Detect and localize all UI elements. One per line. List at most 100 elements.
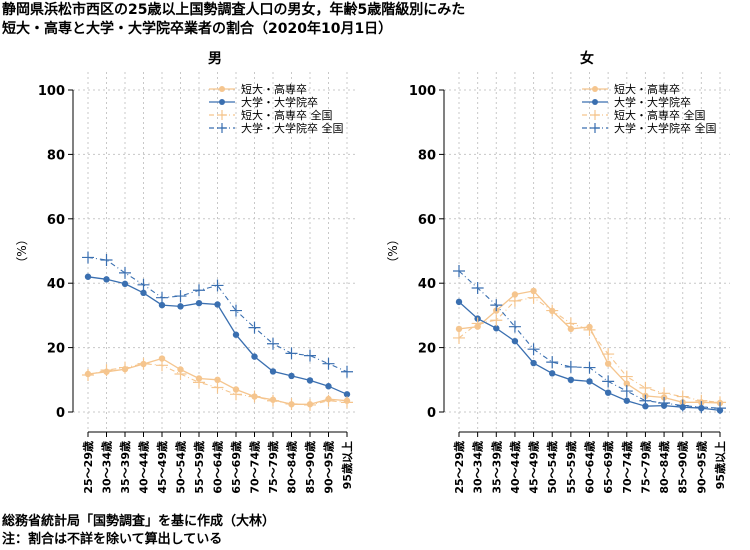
chart-title: 静岡県浜松市西区の25歳以上国勢調査人口の男女，年齢5歳階級別にみた 短大・高専… <box>2 1 465 39</box>
data-point <box>137 278 150 291</box>
source-note: 総務省統計局「国勢調査」を基に作成（大林） <box>2 514 276 529</box>
data-point <box>341 365 353 378</box>
legend-label: 大学・大学院卒 全国 <box>614 121 717 135</box>
data-point <box>620 370 633 383</box>
data-point <box>602 348 615 361</box>
data-point <box>306 377 314 384</box>
data-point <box>322 357 335 370</box>
x-tick-label: 55～59歳 <box>192 441 206 494</box>
data-point <box>156 291 168 304</box>
data-point <box>530 287 537 295</box>
series-4 <box>82 251 353 378</box>
data-point <box>343 391 351 398</box>
x-tick-label: 75～79歳 <box>638 441 652 494</box>
data-point <box>174 290 187 303</box>
data-point <box>174 368 187 381</box>
legend-label: 大学・大学院卒 <box>241 95 318 109</box>
y-tick-label: 80 <box>47 148 65 163</box>
data-point <box>84 273 92 280</box>
data-point <box>267 337 279 350</box>
y-tick-label: 60 <box>47 213 65 228</box>
data-point <box>564 360 577 373</box>
data-point <box>511 337 519 345</box>
data-point <box>490 314 503 327</box>
data-point <box>583 323 596 336</box>
panel-1: 男 0 20 40 60 80 100 （%） 25～29歳 30～34歳 35～39歳 40～44歳… <box>15 51 357 494</box>
data-point <box>453 331 465 344</box>
data-point <box>214 376 221 383</box>
x-tick-label: 40～44歳 <box>508 441 522 494</box>
panel-title: 男 <box>208 51 222 67</box>
data-point <box>527 291 540 304</box>
legend-label: 短大・高専卒 全国 <box>241 108 333 122</box>
data-point <box>455 325 463 333</box>
data-point <box>341 396 353 409</box>
x-tick-label: 30～34歳 <box>471 441 485 494</box>
data-point <box>639 394 652 407</box>
x-tick-label: 60～64歳 <box>211 441 225 494</box>
data-point <box>639 381 652 394</box>
x-tick-label: 50～54歳 <box>174 441 188 494</box>
x-tick-label: 75～79歳 <box>266 441 280 494</box>
series-4 <box>453 264 726 415</box>
y-tick-label: 0 <box>427 406 436 421</box>
data-point <box>304 349 316 362</box>
data-point <box>156 359 168 372</box>
panel-2: 女 0 20 40 60 80 100 （%） 25～29歳 30～34歳 35～39歳 40～44歳… <box>386 50 730 494</box>
data-point <box>586 378 593 385</box>
y-tick-label: 40 <box>47 277 65 292</box>
y-axis-label: （%） <box>386 233 400 268</box>
legend-label: 短大・高専卒 <box>241 82 307 96</box>
data-point <box>567 376 575 383</box>
y-tick-label: 20 <box>47 342 65 357</box>
data-point <box>583 361 596 374</box>
data-point <box>211 381 224 394</box>
legend-marker <box>217 110 227 120</box>
legend-marker <box>590 110 600 120</box>
x-tick-label: 35～39歳 <box>118 441 132 494</box>
y-tick-label: 100 <box>38 84 65 99</box>
data-point <box>121 280 129 288</box>
y-tick-label: 60 <box>418 213 436 228</box>
data-point <box>119 361 131 374</box>
data-point <box>119 266 131 279</box>
y-tick-label: 0 <box>56 406 65 421</box>
footnote: 注：割合は不詳を除いて算出している <box>2 532 223 547</box>
data-point <box>82 368 94 381</box>
data-point <box>508 320 521 333</box>
x-tick-label: 35～39歳 <box>489 441 503 494</box>
x-tick-label: 30～34歳 <box>100 441 114 494</box>
x-tick-label: 90～95歳 <box>322 441 336 494</box>
data-point <box>82 251 94 264</box>
legend-marker <box>592 86 598 92</box>
legend-label: 短大・高専卒 全国 <box>614 108 706 122</box>
data-point <box>100 364 113 377</box>
data-point <box>546 304 559 317</box>
data-point <box>158 355 166 362</box>
data-point <box>248 390 261 403</box>
data-point <box>530 359 537 367</box>
data-point <box>325 383 332 390</box>
x-tick-label: 25～29歳 <box>81 441 95 494</box>
data-point <box>232 331 240 338</box>
x-tick-label: 85～90歳 <box>676 441 690 494</box>
data-point <box>714 402 726 415</box>
data-point <box>676 399 689 412</box>
data-point <box>214 301 221 308</box>
legend-label: 大学・大学院卒 <box>614 95 691 109</box>
chart-title-line-1: 静岡県浜松市西区の25歳以上国勢調査人口の男女，年齢5歳階級別にみた <box>2 2 466 18</box>
data-point <box>511 291 519 298</box>
data-point <box>658 396 671 409</box>
data-point <box>137 357 150 370</box>
data-point <box>158 301 166 309</box>
data-point <box>177 303 184 310</box>
x-tick-label: 45～49歳 <box>155 441 169 494</box>
data-point <box>230 388 242 401</box>
legend-marker <box>219 99 225 105</box>
data-point <box>453 264 465 277</box>
data-point <box>695 401 708 414</box>
legend-marker <box>219 86 225 92</box>
